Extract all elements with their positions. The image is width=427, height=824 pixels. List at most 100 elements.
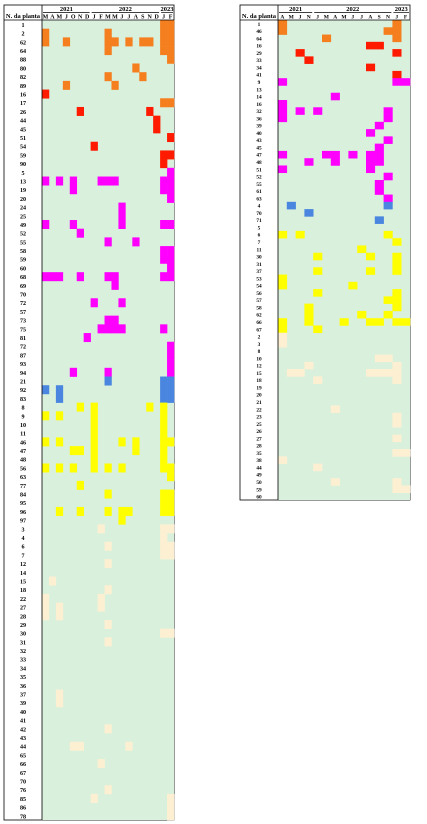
row-label: 63 (256, 196, 262, 202)
data-cell (69, 446, 78, 456)
data-cell (278, 230, 288, 239)
month-label: S (141, 15, 145, 21)
data-cell (374, 216, 384, 224)
row-label: 42 (20, 727, 26, 733)
data-cell (167, 272, 175, 282)
data-cell (118, 463, 126, 473)
data-cell (374, 121, 384, 130)
data-cell (97, 602, 105, 612)
row-label: 35 (20, 675, 26, 681)
data-cell (278, 281, 288, 290)
month-label: N (386, 15, 390, 21)
data-cell (167, 628, 175, 638)
data-cell (104, 176, 112, 186)
data-cell (278, 20, 288, 28)
row-label: 71 (256, 218, 262, 224)
data-cell (167, 550, 175, 560)
data-cell (167, 28, 175, 38)
row-label: 27 (20, 606, 26, 612)
row-label: 48 (256, 160, 262, 166)
data-cell (167, 254, 175, 264)
data-cell (383, 172, 393, 181)
data-cell (69, 176, 78, 186)
data-cell (313, 463, 323, 472)
data-cell (167, 376, 175, 386)
data-cell (167, 133, 175, 143)
row-label: 59 (20, 258, 26, 264)
row-label: 5 (21, 171, 24, 177)
row-label: 40 (256, 131, 262, 137)
data-cell (48, 272, 57, 282)
row-label: 22 (20, 597, 26, 603)
data-cell (392, 376, 402, 384)
row-label: 18 (20, 588, 26, 594)
row-label: 12 (256, 364, 262, 370)
row-label: 56 (256, 291, 262, 297)
data-cell (160, 324, 168, 334)
row-label: 39 (20, 701, 26, 707)
row-label: 26 (20, 110, 26, 116)
data-cell (160, 246, 168, 256)
data-cell (366, 158, 376, 166)
data-cell (392, 70, 402, 79)
data-cell (278, 274, 288, 283)
row-label: 18 (256, 378, 262, 384)
data-cell (167, 98, 175, 108)
month-label: D (85, 15, 90, 21)
data-cell (304, 158, 314, 166)
data-cell (111, 80, 119, 90)
data-cell (97, 524, 105, 534)
row-label: 55 (256, 182, 262, 188)
data-cell (383, 369, 393, 377)
data-cell (111, 324, 119, 334)
row-label: 70 (20, 293, 26, 299)
row-label: 19 (20, 188, 26, 194)
row-label: 40 (20, 710, 26, 716)
row-label: 46 (20, 440, 26, 446)
data-cell (167, 793, 175, 803)
data-cell (160, 150, 168, 160)
data-cell (167, 472, 175, 482)
row-label: 33 (20, 658, 26, 664)
data-cell (392, 267, 402, 275)
data-cell (357, 245, 367, 254)
data-cell (83, 333, 91, 343)
data-cell (167, 498, 175, 508)
data-cell (69, 185, 78, 195)
data-cell (104, 724, 112, 734)
data-cell (160, 254, 168, 264)
row-label: 29 (256, 51, 262, 57)
row-label: 19 (256, 385, 262, 391)
data-cell (90, 141, 98, 151)
data-cell (392, 361, 402, 370)
data-cell (313, 325, 323, 334)
data-cell (160, 489, 168, 499)
data-cell (42, 28, 50, 38)
data-cell (392, 238, 402, 246)
row-label: 11 (256, 247, 261, 253)
row-label: 67 (256, 327, 262, 333)
row-label: 44 (256, 465, 262, 471)
data-cell (160, 463, 168, 473)
row-label: 22 (256, 407, 262, 413)
data-cell (104, 376, 112, 386)
data-cell (76, 741, 84, 751)
row-label: 53 (256, 276, 262, 282)
year-label: 2021 (289, 6, 302, 13)
row-label: 90 (20, 162, 26, 168)
data-cell (62, 80, 71, 90)
data-cell (167, 46, 175, 56)
month-label: A (333, 15, 337, 21)
row-label: 3 (258, 342, 261, 348)
row-label: 51 (256, 167, 262, 173)
data-cell (383, 230, 393, 239)
data-cell (69, 463, 78, 473)
month-label: A (50, 15, 55, 21)
row-label: 36 (256, 116, 262, 122)
row-label: 13 (256, 87, 262, 93)
row-label: 39 (256, 124, 262, 130)
data-cell (42, 463, 50, 473)
data-cell (104, 46, 112, 56)
data-cell (55, 385, 64, 395)
data-cell (42, 89, 50, 99)
